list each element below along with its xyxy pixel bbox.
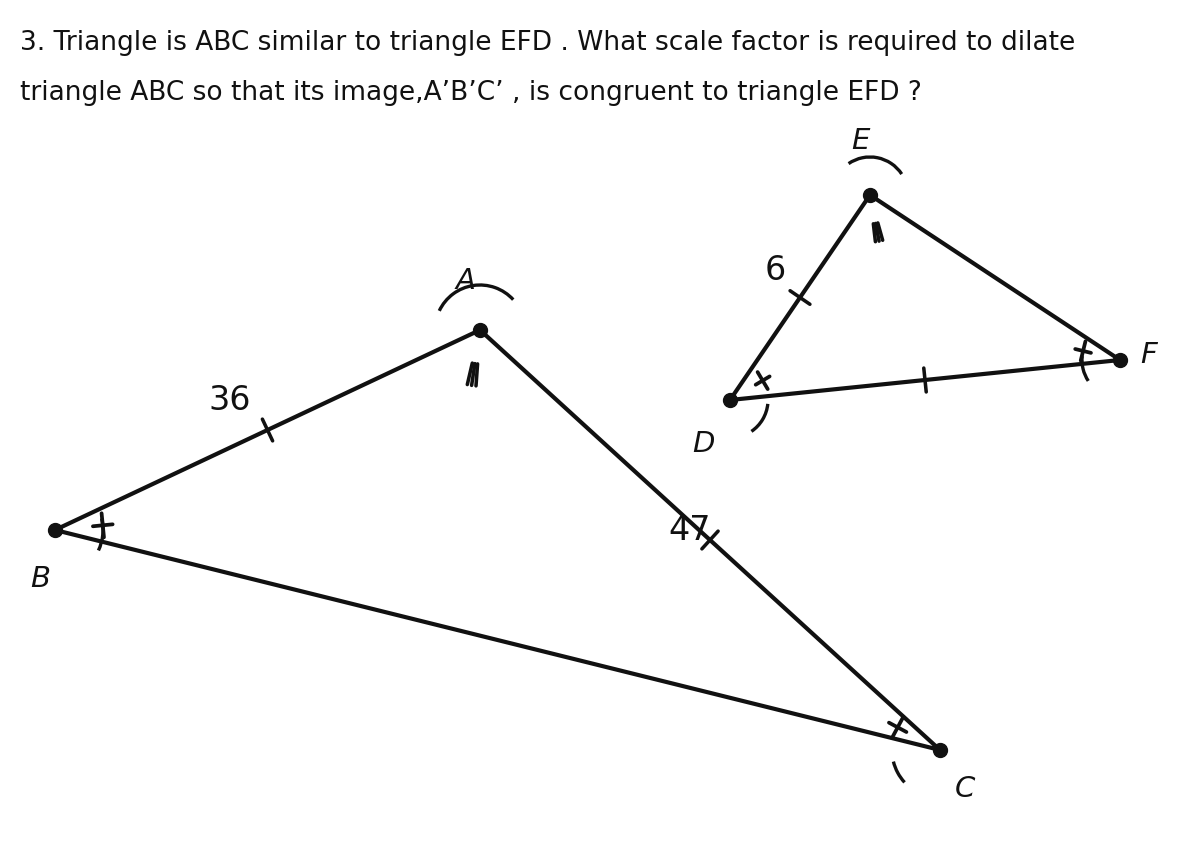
- Text: triangle ABC so that its image,A’B’C’ , is congruent to triangle EFD ?: triangle ABC so that its image,A’B’C’ , …: [20, 80, 922, 106]
- Text: C: C: [955, 775, 976, 803]
- Text: 3. Triangle is ABC similar to triangle EFD . What scale factor is required to di: 3. Triangle is ABC similar to triangle E…: [20, 30, 1075, 56]
- Text: B: B: [30, 565, 50, 593]
- Text: 6: 6: [764, 253, 786, 287]
- Point: [860, 188, 880, 202]
- Text: 47: 47: [668, 514, 712, 546]
- Text: F: F: [1140, 341, 1157, 369]
- Text: 36: 36: [209, 383, 251, 417]
- Text: E: E: [851, 127, 869, 155]
- Point: [1110, 354, 1129, 367]
- Text: A: A: [455, 267, 475, 295]
- Text: D: D: [692, 430, 715, 458]
- Point: [720, 393, 739, 407]
- Point: [470, 324, 490, 337]
- Point: [46, 523, 65, 537]
- Point: [930, 743, 949, 757]
